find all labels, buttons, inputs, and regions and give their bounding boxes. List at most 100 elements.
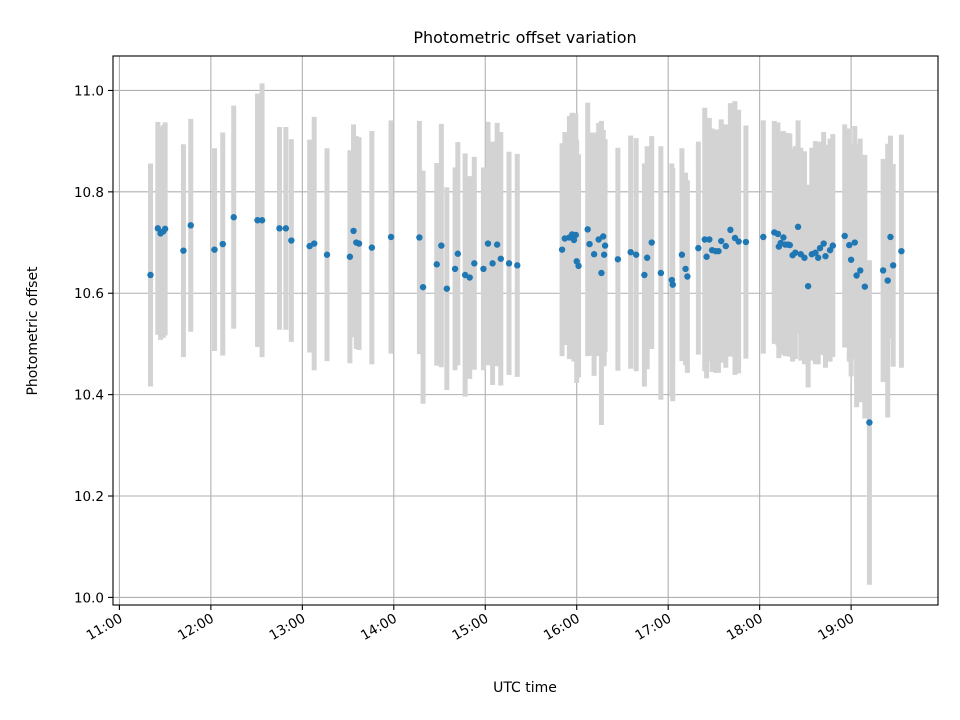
data-point <box>484 240 492 247</box>
data-point <box>595 236 602 243</box>
data-point <box>497 255 505 262</box>
y-axis-label: Photometric offset <box>25 266 41 396</box>
x-axis-ticks: 11:00 12:00 13:00 14:00 15:00 16:00 17:00 18:00… <box>84 605 857 644</box>
data-point <box>493 241 501 248</box>
data-point <box>514 262 521 269</box>
data-point <box>792 249 799 256</box>
data-point <box>760 233 767 241</box>
data-point <box>323 251 331 258</box>
data-point <box>820 240 827 247</box>
data-point <box>558 246 566 253</box>
data-point <box>288 237 295 244</box>
data-point <box>466 274 473 281</box>
data-point <box>847 256 855 263</box>
x-tick-label: 16:00 <box>541 611 583 644</box>
data-point <box>276 225 283 232</box>
data-point <box>600 233 607 240</box>
data-point <box>816 244 824 252</box>
y-tick-label: 10.0 <box>74 590 104 606</box>
y-tick-label: 10.2 <box>74 489 104 505</box>
x-tick-label: 17:00 <box>632 611 674 644</box>
data-point <box>601 242 609 249</box>
data-point <box>368 244 376 251</box>
data-point <box>701 236 708 243</box>
data-point <box>147 271 154 279</box>
data-point <box>180 247 187 254</box>
data-point <box>258 217 266 224</box>
data-point <box>643 254 651 261</box>
y-tick-label: 10.8 <box>74 185 104 201</box>
data-point <box>735 238 742 245</box>
data-point <box>678 251 686 258</box>
data-point <box>154 225 162 232</box>
y-tick-label: 10.4 <box>74 388 104 404</box>
data-point <box>187 222 194 229</box>
data-point <box>857 267 864 274</box>
data-point <box>898 247 905 255</box>
data-point <box>350 227 357 235</box>
data-point <box>575 262 582 270</box>
data-point <box>879 267 887 274</box>
data-point <box>682 265 689 273</box>
data-point <box>641 271 648 279</box>
data-point <box>722 242 730 250</box>
data-point <box>387 233 395 241</box>
y-axis-ticks: 10.0 10.2 10.4 10.6 10.8 11.0 <box>74 83 113 606</box>
data-point <box>311 240 318 247</box>
data-point <box>451 265 459 273</box>
x-tick-label: 19:00 <box>815 611 857 644</box>
chart-title: Photometric offset variation <box>413 28 636 47</box>
data-point <box>632 251 640 258</box>
data-point <box>419 283 427 291</box>
data-point <box>866 419 873 426</box>
data-point <box>614 256 622 263</box>
x-tick-label: 13:00 <box>267 611 309 644</box>
data-point <box>443 285 451 292</box>
data-point <box>841 232 848 240</box>
data-point <box>812 249 819 256</box>
data-point <box>887 233 894 241</box>
data-point <box>861 283 869 290</box>
data-point <box>480 265 487 273</box>
data-point <box>889 262 897 269</box>
data-point <box>727 226 734 234</box>
data-point <box>584 226 591 233</box>
data-point <box>505 260 513 267</box>
error-bars <box>148 83 904 585</box>
data-point <box>454 250 462 257</box>
data-point <box>884 277 891 284</box>
x-tick-label: 18:00 <box>724 611 766 644</box>
data-point <box>786 241 794 249</box>
data-point <box>282 225 290 232</box>
data-point <box>346 253 354 260</box>
y-tick-label: 11.0 <box>74 83 104 99</box>
x-tick-label: 14:00 <box>358 611 400 644</box>
data-point <box>829 242 837 249</box>
x-tick-label: 11:00 <box>84 611 126 644</box>
data-point <box>598 269 605 277</box>
data-point <box>219 240 226 248</box>
x-tick-label: 15:00 <box>450 611 492 644</box>
data-points <box>147 214 905 426</box>
data-point <box>804 282 812 290</box>
data-point <box>416 234 423 241</box>
data-point <box>846 241 853 249</box>
data-point <box>627 248 634 256</box>
x-tick-label: 12:00 <box>175 611 217 644</box>
data-point <box>570 236 578 244</box>
data-point <box>590 251 598 258</box>
data-point <box>489 260 496 267</box>
x-axis-label: UTC time <box>493 680 557 696</box>
data-point <box>742 238 750 246</box>
data-point <box>780 234 787 241</box>
data-point <box>794 223 802 231</box>
data-point <box>254 217 261 224</box>
data-point <box>600 251 608 258</box>
data-point <box>703 253 710 260</box>
y-tick-label: 10.6 <box>74 286 104 302</box>
data-point <box>853 272 860 279</box>
data-point <box>718 237 725 245</box>
data-point <box>433 261 440 268</box>
data-point <box>572 231 580 239</box>
